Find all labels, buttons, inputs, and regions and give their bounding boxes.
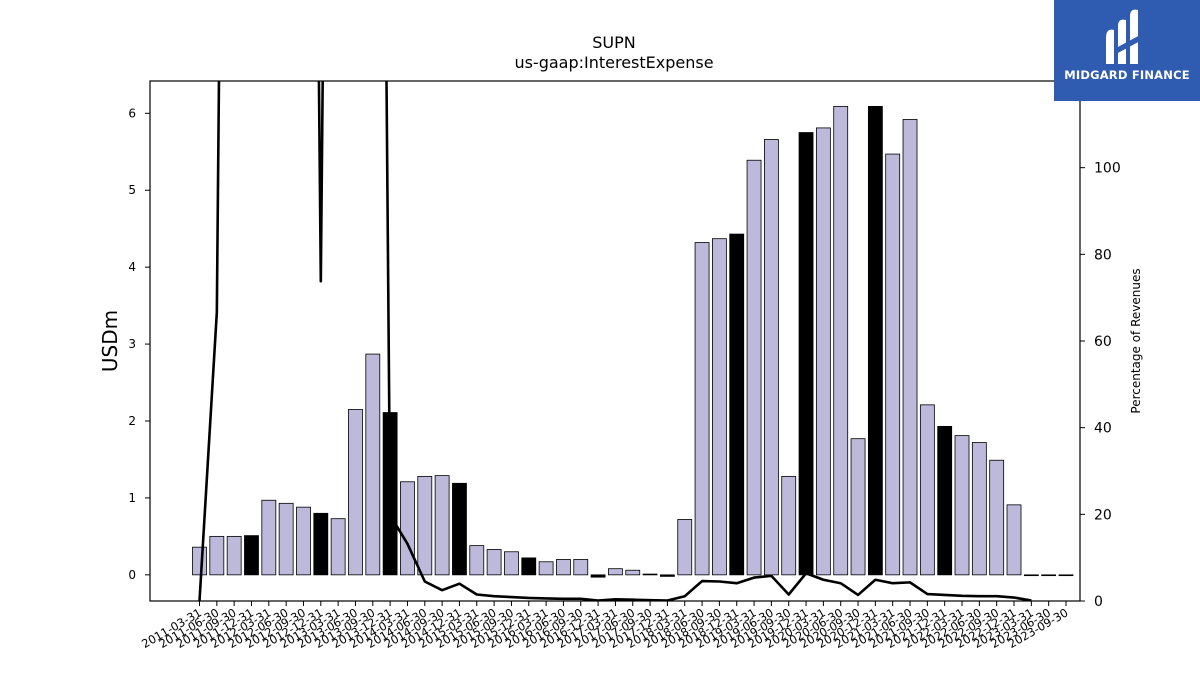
bars-layer (192, 105, 1074, 578)
bar (469, 545, 485, 576)
y-tick-label: 6 (128, 106, 136, 120)
y-tick-label: 4 (128, 260, 136, 274)
bar (919, 404, 935, 576)
line-layer (198, 81, 1032, 601)
bar (1041, 574, 1057, 577)
bar (348, 409, 363, 576)
bar (278, 502, 294, 576)
bar (209, 535, 225, 576)
bar (330, 518, 346, 576)
bar (694, 242, 710, 576)
bar (1023, 574, 1039, 577)
bar (642, 573, 658, 576)
bar (660, 574, 675, 577)
bar (850, 438, 866, 576)
bar (538, 561, 554, 576)
bar (608, 568, 623, 576)
bar (573, 559, 589, 576)
bar (677, 519, 693, 576)
series-line (198, 81, 1032, 601)
y2-tick-label: 40 (1094, 421, 1112, 437)
axes-layer: 01234560204060801002011-03-312011-06-302… (128, 80, 1121, 651)
bar (244, 535, 259, 576)
bar (452, 482, 467, 576)
chart-subtitle: us-gaap:InterestExpense (514, 53, 713, 72)
bar (1006, 504, 1022, 576)
y2-axis-label: Percentage of Revenues (1129, 268, 1143, 413)
logo-text: MIDGARD FINANCE (1064, 68, 1190, 82)
bar (625, 569, 641, 576)
bar (815, 127, 831, 576)
bar (486, 549, 502, 576)
bar (763, 139, 779, 576)
bar (746, 159, 762, 576)
y-tick-label: 1 (128, 491, 136, 505)
bar (781, 475, 797, 576)
bar (885, 153, 901, 576)
y-axis-label: USDm (98, 310, 122, 372)
bar (798, 132, 814, 576)
y2-tick-label: 100 (1094, 161, 1121, 177)
bar (521, 557, 537, 576)
bar (833, 105, 849, 576)
y2-tick-label: 60 (1094, 334, 1112, 350)
brand-logo: MIDGARD FINANCE (1054, 0, 1200, 101)
y-tick-label: 3 (128, 337, 136, 351)
bar (504, 551, 519, 576)
bar (1058, 574, 1074, 577)
y-tick-label: 2 (128, 414, 136, 428)
bar (712, 238, 727, 576)
bar (192, 546, 207, 576)
y2-tick-label: 20 (1094, 507, 1112, 523)
bar (556, 559, 571, 576)
y2-tick-label: 80 (1094, 247, 1112, 263)
bar (989, 459, 1005, 576)
bar (400, 481, 415, 576)
bar (417, 475, 433, 576)
y-tick-label: 5 (128, 183, 136, 197)
bar (902, 119, 918, 576)
chart-title: SUPN (592, 33, 635, 52)
bar (590, 574, 606, 578)
y-tick-label: 0 (128, 568, 136, 582)
bar (971, 442, 987, 576)
bar (937, 425, 953, 576)
bar (954, 435, 970, 576)
bar (226, 535, 242, 576)
midgard-logo-icon (1106, 9, 1142, 65)
bar (261, 499, 277, 576)
bar (365, 353, 381, 576)
bar (313, 512, 329, 576)
bar (296, 506, 311, 576)
bar (729, 233, 745, 576)
bar (434, 475, 450, 576)
bar (867, 105, 883, 576)
y2-tick-label: 0 (1094, 594, 1103, 610)
